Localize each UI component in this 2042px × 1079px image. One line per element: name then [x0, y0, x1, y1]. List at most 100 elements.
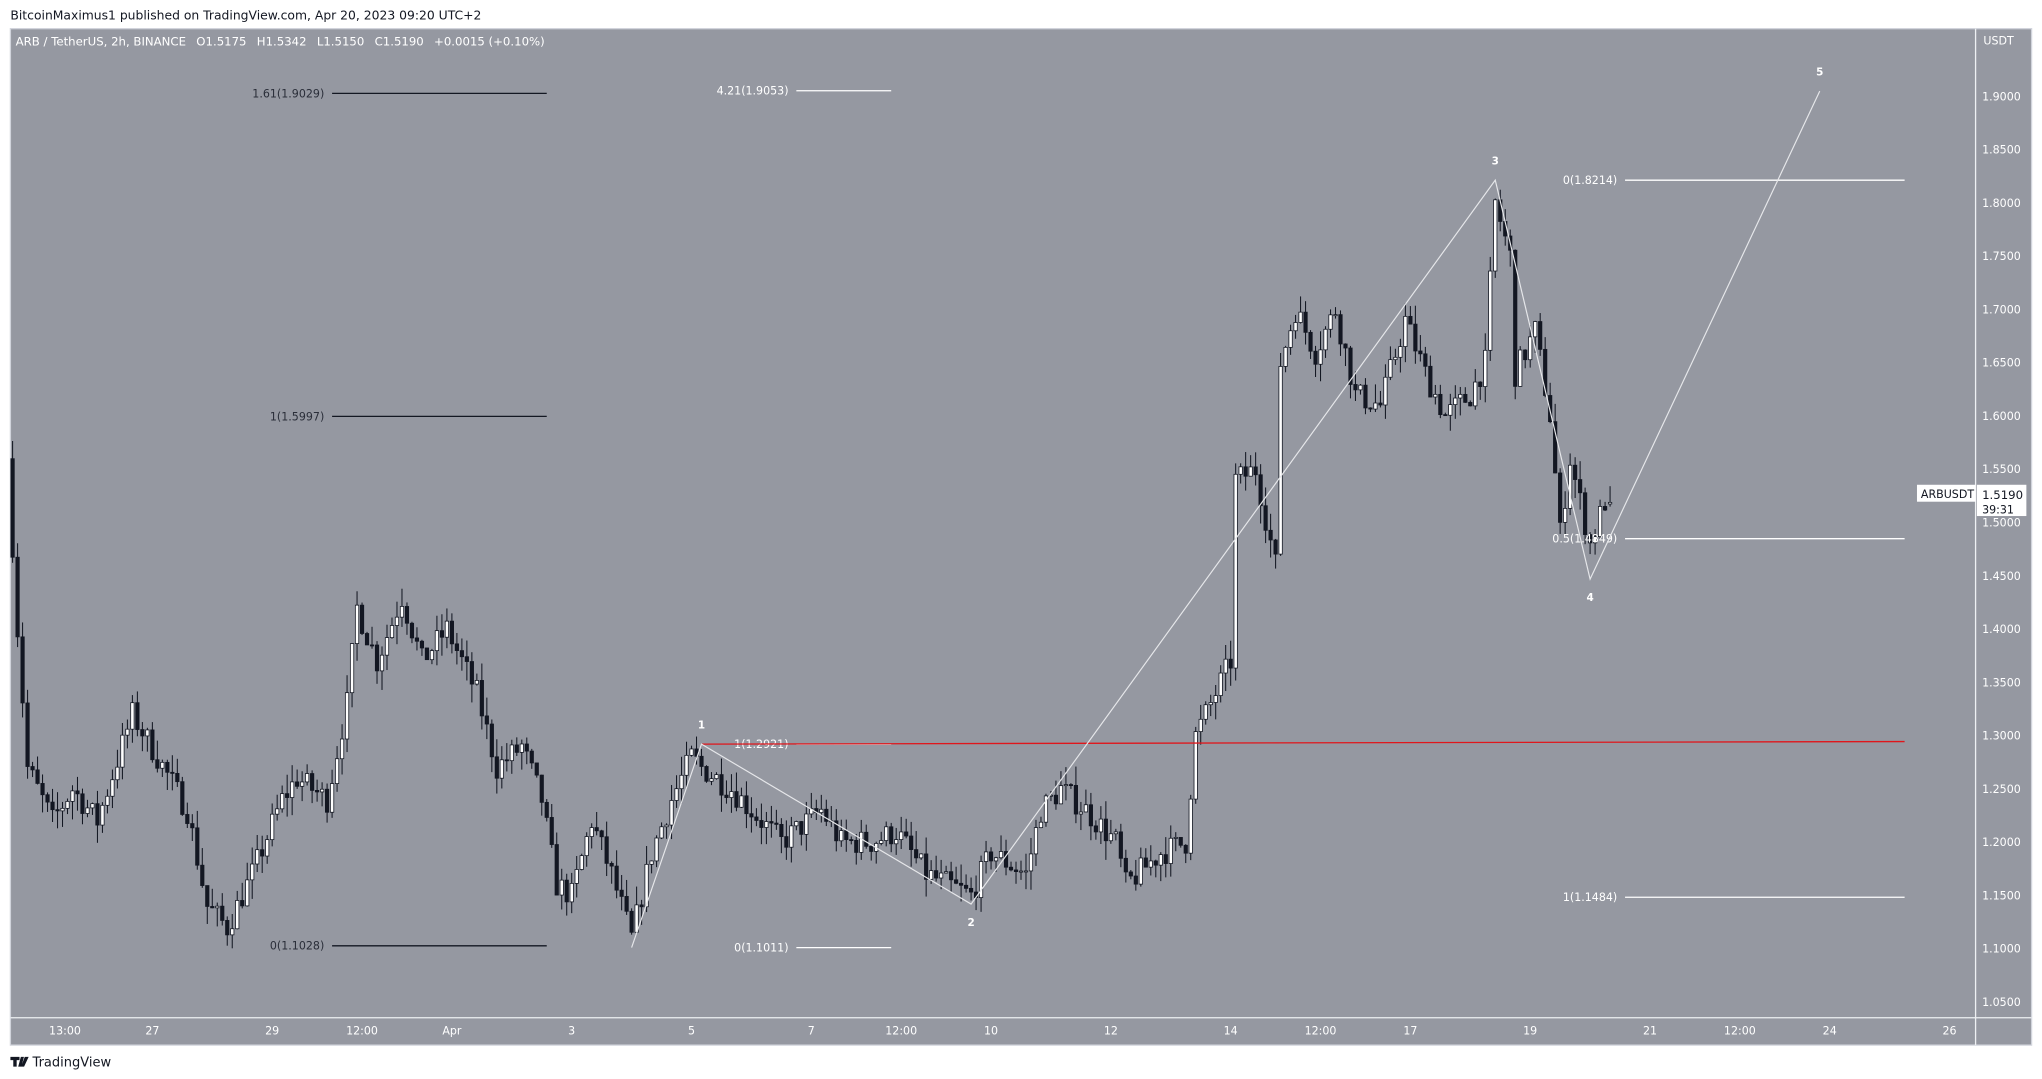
symbol-label[interactable]: ARB / TetherUS, 2h, BINANCE [16, 35, 186, 49]
tradingview-logo[interactable]: TradingView [10, 1056, 112, 1071]
x-tick-label: 29 [265, 1025, 279, 1038]
candle-body-down [20, 636, 25, 704]
candle [1183, 844, 1188, 864]
candle [1118, 823, 1123, 868]
candle [200, 848, 205, 888]
candle [559, 868, 564, 910]
wave-label: 4 [1586, 592, 1593, 604]
candle-body-down [744, 795, 749, 815]
candle-body-up [919, 853, 924, 859]
candle-body-up [270, 813, 275, 841]
candle [265, 835, 270, 864]
candle [649, 860, 654, 874]
candle [374, 641, 380, 684]
candle-body-up [70, 790, 75, 802]
candle [479, 663, 484, 730]
candle [1103, 801, 1108, 860]
candle [185, 802, 190, 828]
candle-body-up [1198, 718, 1203, 732]
candle-body-up [434, 630, 440, 652]
x-tick-label: 14 [1224, 1025, 1238, 1038]
candle [864, 824, 869, 849]
candle-body-up [344, 692, 350, 740]
candle-body-up [894, 839, 899, 845]
candle-body-up [729, 791, 734, 798]
candle [369, 626, 375, 649]
candle [240, 882, 245, 909]
price-axis[interactable]: 1.0500 1.1000 1.1500 1.2000 1.2500 1.3000 1.35… [1982, 90, 2021, 1009]
candle-body-down [754, 816, 759, 821]
candle [1188, 794, 1193, 861]
candle-body-down [1343, 343, 1348, 349]
candle [1038, 816, 1044, 829]
candle [1418, 335, 1423, 362]
candle-body-down [1363, 384, 1368, 409]
candle [599, 829, 604, 851]
candle [1128, 869, 1133, 880]
candle [474, 673, 479, 686]
candle [459, 638, 464, 671]
candle [1423, 346, 1428, 377]
candle [70, 785, 75, 820]
candle [579, 853, 584, 871]
x-tick-label: 12:00 [885, 1025, 917, 1038]
candle-body-down [1428, 365, 1433, 398]
candle-body-down [699, 755, 704, 767]
candle [1243, 452, 1248, 491]
fib-level-label: 0.5(1.4849) [1552, 533, 1617, 546]
candle [894, 827, 899, 855]
candle-body-down [140, 729, 145, 737]
y-tick-label: 1.3500 [1982, 676, 2021, 689]
candle [524, 737, 529, 765]
candle [1303, 301, 1308, 345]
candle [509, 739, 514, 774]
candle-body-down [1153, 860, 1158, 866]
candle-body-down [1103, 818, 1108, 842]
candle [1543, 337, 1548, 398]
candle-body-down [200, 864, 205, 886]
candle [1273, 538, 1278, 569]
candle [150, 722, 155, 763]
candle [939, 859, 944, 890]
candle-body-up [429, 650, 435, 661]
y-tick-label: 1.0500 [1982, 996, 2021, 1009]
candle-body-up [389, 625, 395, 639]
candle [729, 774, 734, 813]
candle-body-down [889, 826, 894, 845]
candle-body-down [1602, 506, 1608, 511]
candle-body-up [1218, 672, 1223, 696]
candle [40, 774, 45, 813]
candle [1483, 333, 1488, 403]
candle-body-up [320, 788, 325, 793]
candle-body-down [1068, 784, 1074, 787]
candle [519, 739, 524, 770]
candle [330, 769, 335, 818]
candle [1353, 371, 1358, 401]
candle-body-down [959, 882, 964, 886]
candle-body-down [1303, 311, 1308, 333]
candle-body-down [494, 756, 499, 779]
candle-body-up [659, 826, 664, 839]
candle-body-down [1418, 350, 1423, 355]
candle [629, 908, 634, 935]
candle [684, 741, 689, 787]
fib-level-label: 0(1.1028) [270, 940, 324, 953]
candle-body-up [1203, 704, 1208, 720]
candle [444, 608, 449, 649]
candle [1538, 313, 1543, 356]
candle-body-up [1213, 695, 1218, 703]
candle [1558, 468, 1563, 534]
resistance-line [701, 740, 1905, 745]
candle [549, 804, 554, 848]
candle [90, 802, 95, 815]
candle-body-down [1088, 804, 1093, 827]
candle-body-down [260, 849, 265, 857]
candle [55, 792, 60, 829]
candle-body-up [1138, 857, 1143, 885]
candle [454, 632, 459, 665]
candle [904, 818, 909, 839]
candle [949, 861, 954, 892]
candle-body-up [644, 863, 649, 908]
time-axis[interactable]: 13:00 27 29 12:00 Apr 3 5 7 12:00 10 12 14 12:00 17 19… [49, 1025, 1957, 1038]
